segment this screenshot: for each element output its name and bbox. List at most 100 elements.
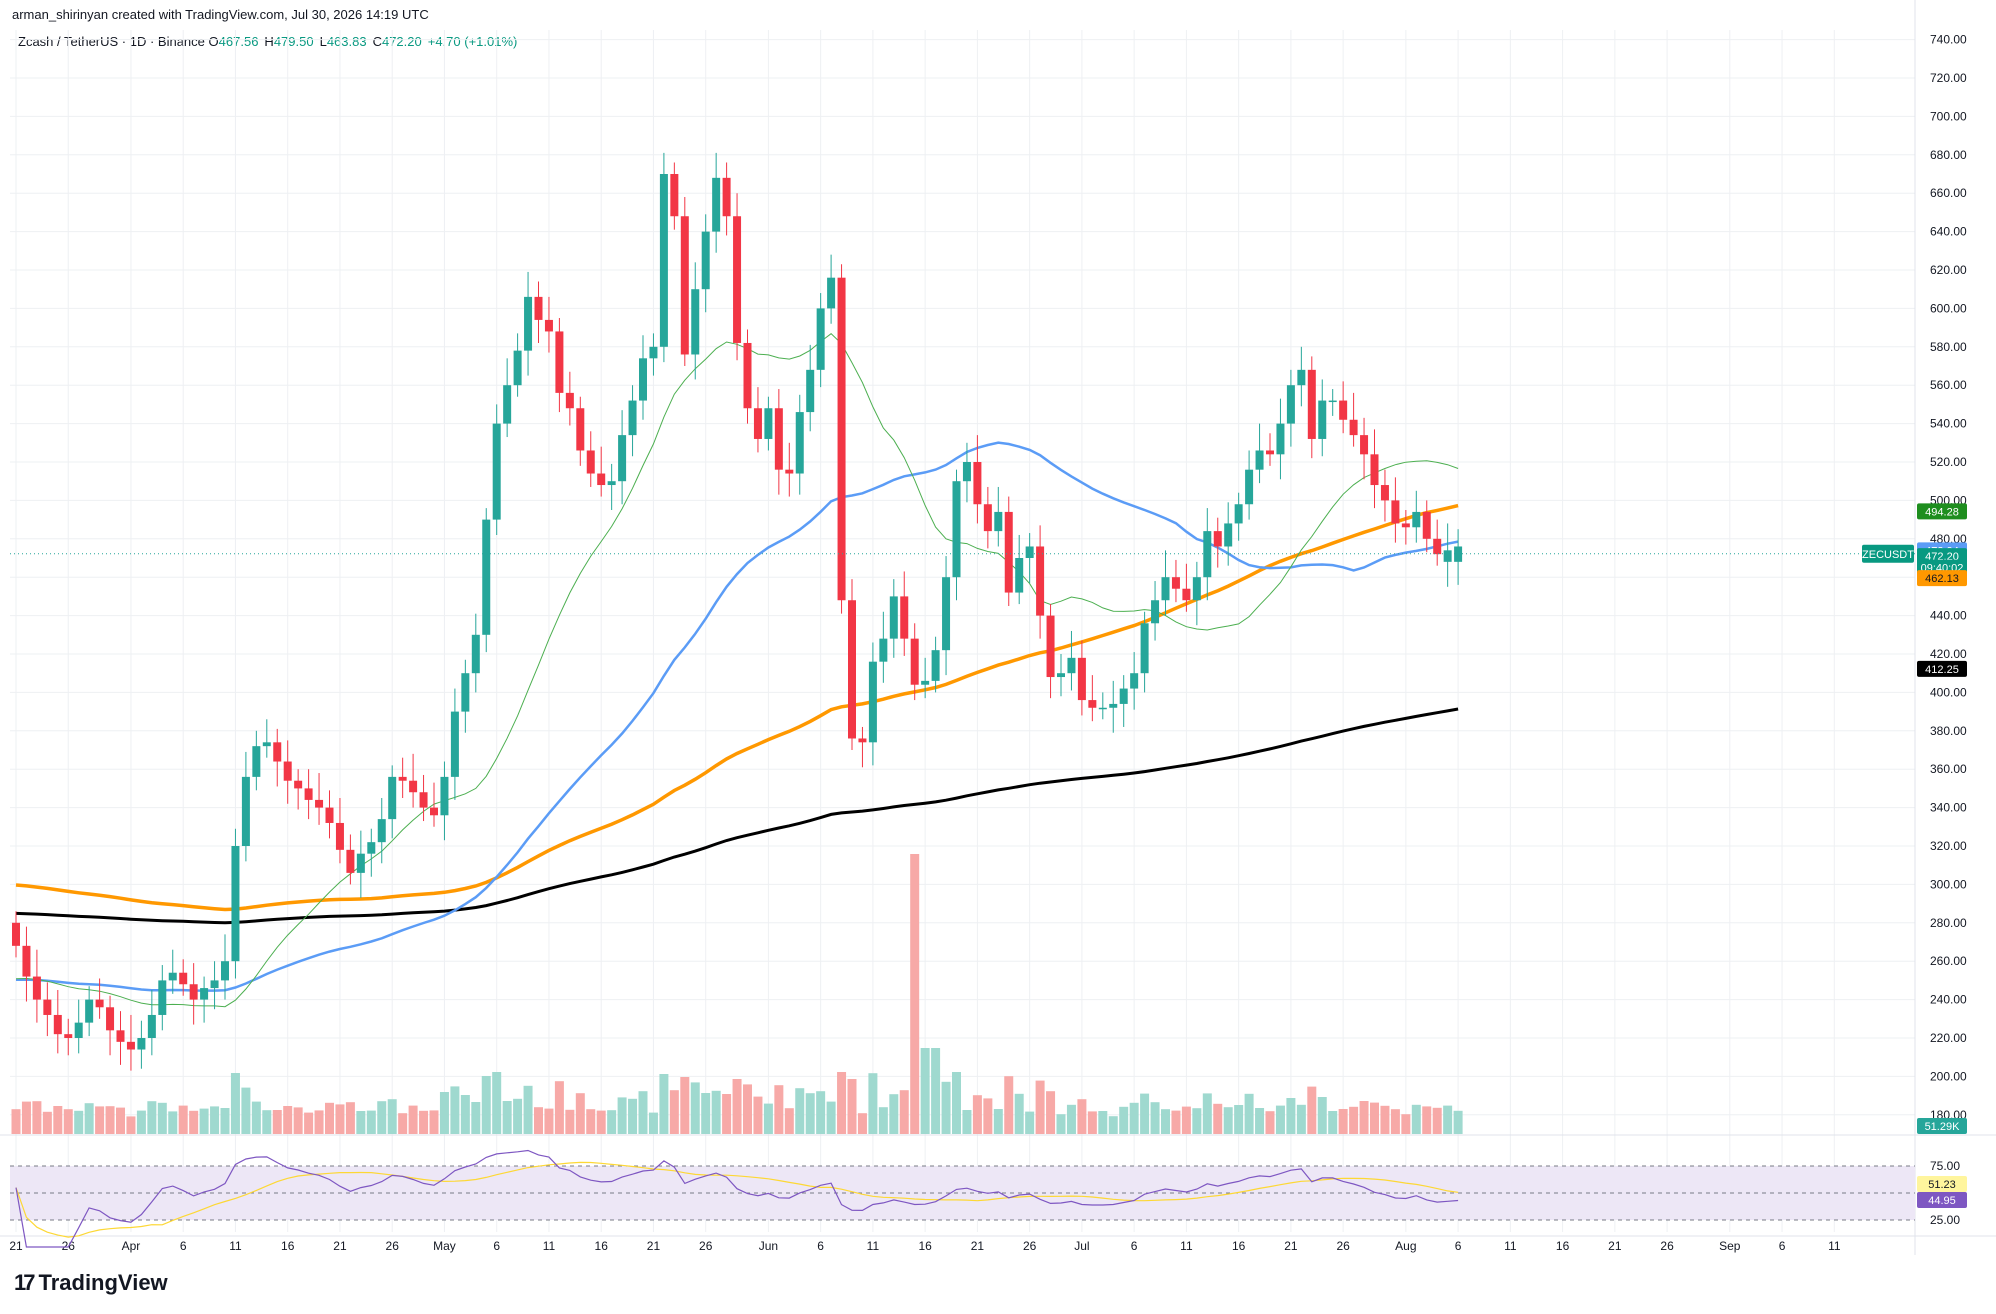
ohlc-value: 467.56 bbox=[218, 34, 259, 49]
candle-body bbox=[597, 473, 606, 486]
candle-body bbox=[1276, 423, 1285, 455]
y-tick-label: 200.00 bbox=[1930, 1069, 1967, 1083]
candle-body bbox=[733, 216, 742, 343]
volume-bar bbox=[952, 1072, 961, 1134]
symbol-tag bbox=[1862, 544, 1914, 563]
volume-bar bbox=[596, 1110, 606, 1134]
candle-body bbox=[1151, 600, 1160, 624]
volume-bar bbox=[1066, 1104, 1076, 1134]
candle-body bbox=[137, 1038, 146, 1050]
volume-bar bbox=[857, 1113, 867, 1134]
candle-body bbox=[712, 177, 721, 232]
candle-body bbox=[398, 776, 407, 781]
candle-body bbox=[827, 277, 836, 309]
x-tick-label: 26 bbox=[1023, 1239, 1037, 1253]
volume-bar bbox=[534, 1107, 543, 1134]
ohlc-key: L bbox=[319, 34, 327, 49]
rsi-value-label bbox=[1917, 1192, 1967, 1208]
y-tick-label: 380.00 bbox=[1930, 724, 1967, 738]
candle-body bbox=[482, 519, 491, 635]
volume-bar bbox=[377, 1101, 387, 1134]
volume-bar bbox=[1296, 1104, 1306, 1134]
candle-body bbox=[576, 408, 585, 451]
volume-bar bbox=[565, 1109, 575, 1134]
candle-body bbox=[200, 988, 209, 1000]
x-tick-label: Aug bbox=[1395, 1239, 1416, 1253]
volume-bar bbox=[1359, 1101, 1369, 1134]
candle-body bbox=[450, 711, 459, 777]
candle-body bbox=[816, 308, 825, 370]
volume-bar bbox=[784, 1108, 794, 1134]
candle-body bbox=[1412, 511, 1421, 528]
volume-bar bbox=[753, 1096, 763, 1134]
y-tick-label: 600.00 bbox=[1930, 301, 1967, 315]
volume-bar bbox=[136, 1110, 146, 1134]
volume-bar bbox=[157, 1102, 167, 1134]
ohlc-key: H bbox=[264, 34, 274, 49]
x-tick-label: Sep bbox=[1719, 1239, 1741, 1253]
price-axis-label-text: 494.28 bbox=[1925, 506, 1959, 518]
candle-body bbox=[983, 504, 992, 532]
candle-body bbox=[147, 1014, 156, 1038]
candle-body bbox=[1443, 550, 1452, 562]
x-tick-label: Apr bbox=[122, 1239, 141, 1253]
volume-bar bbox=[42, 1111, 52, 1134]
volume-bar bbox=[1255, 1108, 1265, 1134]
y-tick-label: 700.00 bbox=[1930, 109, 1967, 123]
volume-bar bbox=[1108, 1116, 1118, 1134]
volume-bar bbox=[356, 1111, 366, 1134]
candle-body bbox=[879, 638, 888, 662]
volume-bar bbox=[439, 1092, 449, 1134]
candle-body bbox=[1245, 469, 1254, 505]
volume-bar bbox=[314, 1110, 324, 1134]
volume-bar bbox=[1390, 1109, 1400, 1134]
candle-body bbox=[848, 600, 856, 739]
volume-bar bbox=[659, 1074, 669, 1134]
rsi-ma-line bbox=[15, 1161, 1459, 1238]
candle-body bbox=[22, 945, 31, 977]
volume-bar bbox=[774, 1085, 784, 1134]
volume-bar bbox=[607, 1110, 617, 1134]
x-tick-label: 21 bbox=[9, 1239, 23, 1253]
volume-bar bbox=[826, 1101, 836, 1134]
candle-body bbox=[1266, 450, 1274, 455]
volume-bar bbox=[230, 1073, 240, 1134]
tradingview-logo[interactable]: 17 TradingView bbox=[14, 1270, 168, 1296]
candle-body bbox=[1349, 419, 1358, 436]
volume-bar bbox=[1234, 1105, 1244, 1134]
candle-body bbox=[168, 972, 177, 981]
volume-bar bbox=[931, 1048, 941, 1134]
candle-body bbox=[325, 807, 334, 823]
candle-body bbox=[419, 792, 428, 808]
candle-body bbox=[1318, 400, 1327, 439]
y-tick-label: 620.00 bbox=[1930, 263, 1967, 277]
volume-bar bbox=[680, 1077, 690, 1134]
price-axis-label bbox=[1917, 503, 1967, 520]
volume-bar bbox=[837, 1072, 847, 1134]
volume-bar bbox=[1223, 1107, 1233, 1134]
candle-body bbox=[1015, 558, 1024, 593]
x-tick-label: 16 bbox=[918, 1239, 932, 1253]
candle-body bbox=[753, 408, 762, 439]
candle-body bbox=[1213, 531, 1222, 547]
candle-body bbox=[430, 807, 438, 816]
candle-body bbox=[43, 999, 52, 1015]
ohlc-key: C bbox=[372, 34, 382, 49]
volume-bar bbox=[74, 1110, 84, 1134]
symbol-title[interactable]: Zcash / TetherUS · 1D · Binance bbox=[18, 34, 205, 49]
volume-bar bbox=[251, 1101, 261, 1134]
volume-bar bbox=[1171, 1110, 1181, 1134]
volume-bar bbox=[116, 1107, 125, 1134]
volume-bar bbox=[189, 1110, 199, 1134]
y-tick-label: 540.00 bbox=[1930, 417, 1967, 431]
candle-body bbox=[680, 216, 689, 355]
candle-body bbox=[304, 788, 313, 800]
candle-body bbox=[367, 842, 376, 854]
candle-body bbox=[1433, 538, 1442, 555]
volume-bar bbox=[168, 1111, 178, 1134]
y-tick-label: 480.00 bbox=[1930, 532, 1967, 546]
candle-body bbox=[900, 596, 909, 639]
x-tick-label: 6 bbox=[1779, 1239, 1786, 1253]
candle-body bbox=[858, 738, 867, 743]
